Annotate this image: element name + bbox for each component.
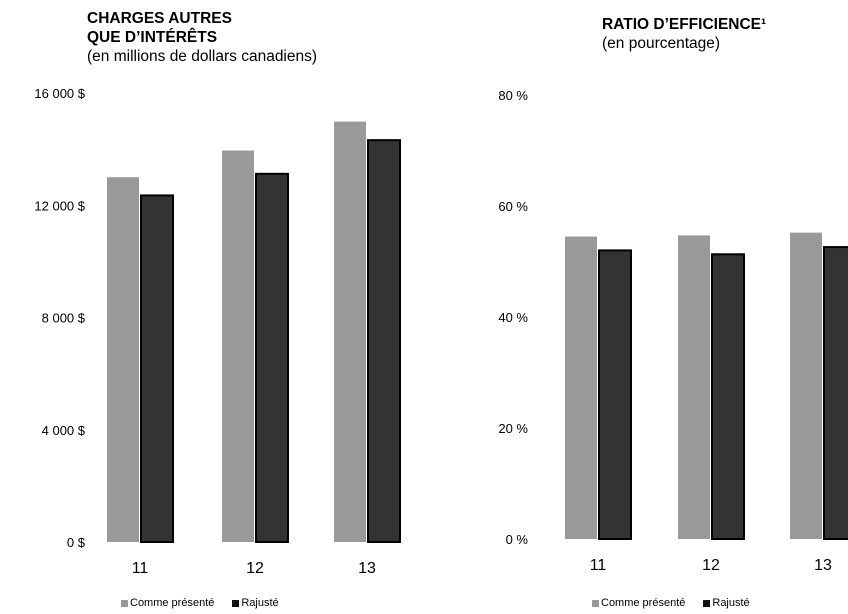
bar-adjusted <box>598 249 632 540</box>
chart-legend: Comme présenté Rajusté <box>121 597 279 609</box>
bar-adjusted <box>711 253 745 540</box>
y-tick-label: 60 % <box>498 199 528 214</box>
y-tick-label: 12 000 $ <box>34 198 85 213</box>
legend-swatch-icon <box>121 599 128 607</box>
chart-title-line: CHARGES AUTRES <box>87 10 232 27</box>
x-tick-label: 12 <box>702 557 720 574</box>
y-tick-label: 0 % <box>506 532 529 547</box>
y-tick-label: 20 % <box>498 421 528 436</box>
bar-reported <box>222 150 254 542</box>
bar-reported <box>107 177 139 542</box>
legend-item: Rajusté <box>703 597 750 609</box>
chart-plot: 0 % 20 % 40 % 60 % 80 % 11 12 13 <box>498 88 848 574</box>
chart-efficiency-ratio: RATIO D’EFFICIENCE¹ (en pourcentage) 0 %… <box>424 0 848 614</box>
x-tick-label: 13 <box>814 557 832 574</box>
chart-title-line: QUE D’INTÉRÊTS <box>87 29 218 46</box>
legend-label: Comme présenté <box>130 597 215 609</box>
legend-swatch-icon <box>592 599 599 607</box>
bar-adjusted <box>823 246 848 540</box>
chart-legend: Comme présenté Rajusté <box>592 597 750 609</box>
bar-reported <box>678 235 710 540</box>
chart-title-line: RATIO D’EFFICIENCE¹ <box>602 16 767 33</box>
legend-label: Rajusté <box>712 597 750 609</box>
x-tick-label: 12 <box>246 560 264 577</box>
y-tick-label: 4 000 $ <box>42 423 86 438</box>
legend-label: Comme présenté <box>601 597 686 609</box>
y-tick-label: 0 $ <box>67 535 86 550</box>
bar-adjusted <box>255 172 289 543</box>
chart-subtitle: (en pourcentage) <box>602 35 721 52</box>
bar-adjusted <box>367 139 401 544</box>
chart-title: CHARGES AUTRES QUE D’INTÉRÊTS <box>87 9 232 47</box>
bar-reported <box>790 232 822 539</box>
bar-adjusted <box>140 194 174 543</box>
legend-item: Comme présenté <box>592 597 685 609</box>
bar-reported <box>334 121 366 542</box>
legend-swatch-icon <box>703 599 711 607</box>
legend-label: Rajusté <box>241 597 279 609</box>
chart-subtitle: (en millions de dollars canadiens) <box>87 48 318 65</box>
chart-plot: 0 $ 4 000 $ 8 000 $ 12 000 $ 16 000 $ 11 12 13 <box>34 86 401 577</box>
x-tick-label: 11 <box>132 560 149 577</box>
legend-item: Comme présenté <box>121 597 214 609</box>
chart-title: RATIO D’EFFICIENCE¹ <box>602 15 766 34</box>
x-tick-label: 13 <box>358 560 376 577</box>
y-tick-label: 40 % <box>498 310 528 325</box>
chart-noninterest-expenses: CHARGES AUTRES QUE D’INTÉRÊTS (en millio… <box>34 9 401 609</box>
legend-item: Rajusté <box>232 597 279 609</box>
y-tick-label: 80 % <box>498 88 528 103</box>
y-tick-label: 16 000 $ <box>34 86 85 101</box>
x-tick-label: 11 <box>590 557 607 574</box>
legend-swatch-icon <box>232 599 240 607</box>
bar-reported <box>565 236 597 539</box>
y-tick-label: 8 000 $ <box>42 311 86 326</box>
